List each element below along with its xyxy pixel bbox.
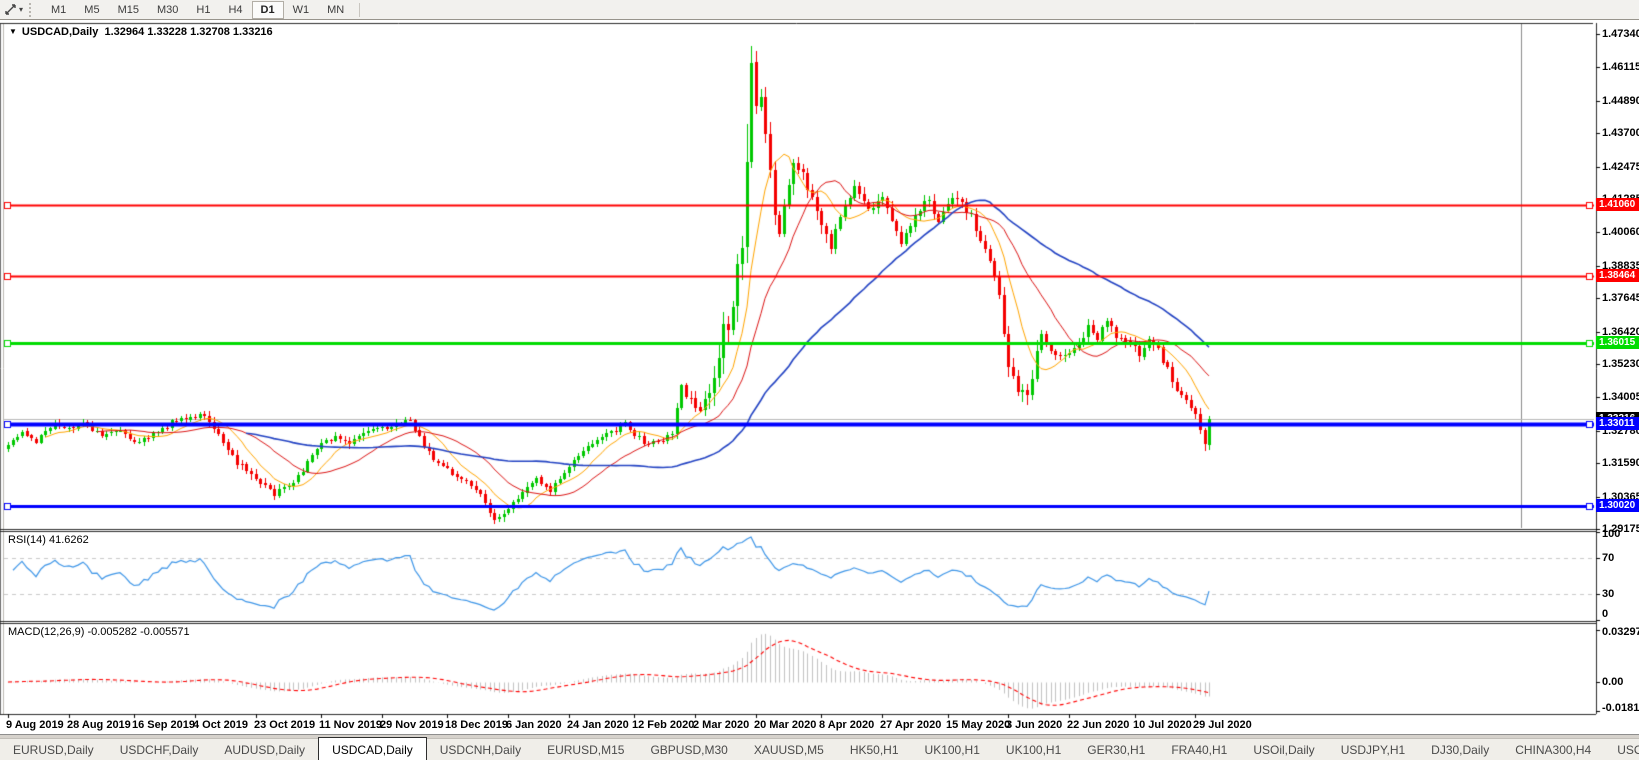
date-tick-label: 20 Mar 2020	[754, 719, 817, 731]
tf-button-M30[interactable]: M30	[156, 3, 179, 16]
price-chart-canvas[interactable]	[0, 21, 1639, 734]
chart-tab-dj30-daily[interactable]: DJ30,Daily	[1431, 742, 1490, 757]
date-tick-label: 9 Aug 2019	[6, 719, 64, 731]
chart-tab-bar: EURUSD,Daily USDCHF,Daily AUDUSD,Daily USDC…	[0, 737, 1639, 760]
price-tick-label: 1.42475	[1602, 160, 1639, 173]
chart-tab-uk100-h1[interactable]: UK100,H1	[924, 742, 980, 757]
date-tick-label: 29 Jul 2020	[1193, 719, 1252, 731]
date-tick-label: 18 Dec 2019	[445, 719, 508, 731]
hline-price-tag: 1.38464	[1596, 269, 1639, 282]
cursor-tool-icon[interactable]	[1, 2, 19, 18]
date-tick-label: 2 Mar 2020	[693, 719, 750, 731]
chart-tab-eurusd-m15[interactable]: EURUSD,M15	[547, 742, 625, 757]
price-tick-label: 1.36420	[1602, 325, 1639, 338]
rsi-tick-label: 0	[1602, 608, 1609, 620]
chart-tab-usdcnh-daily[interactable]: USDCNH,Daily	[439, 742, 522, 757]
chart-tab-xauusd-m5[interactable]: XAUUSD,M5	[753, 742, 824, 757]
tf-button-M15[interactable]: M15	[117, 3, 139, 16]
top-toolbar: ▾ M1 M5 M15 M30 H1 H4 D1 W1 MN	[0, 0, 1639, 20]
toolbar-separator	[359, 2, 361, 17]
date-tick-label: 27 Apr 2020	[880, 719, 942, 731]
price-tick-label: 1.43700	[1602, 127, 1639, 140]
macd-indicator-label: MACD(12,26,9) -0.005282 -0.005571	[8, 626, 190, 638]
tf-button-W1[interactable]: W1	[292, 3, 310, 16]
price-tick-label: 1.31590	[1602, 457, 1639, 470]
tf-button-M1[interactable]: M1	[51, 3, 67, 16]
chart-tab-hk50-h1[interactable]: HK50,H1	[849, 742, 899, 757]
price-tick-label: 1.29175	[1602, 522, 1639, 535]
date-tick-label: 15 May 2020	[946, 719, 1011, 731]
macd-tick-label: 0.032972	[1602, 626, 1639, 638]
price-tick-label: 1.35230	[1602, 357, 1639, 370]
macd-tick-label: -0.018154	[1602, 702, 1639, 714]
price-tick-label: 1.47340	[1602, 28, 1639, 40]
date-tick-label: 4 Oct 2019	[193, 719, 249, 731]
timeframe-button-group: M1 M5 M15 M30 H1 H4 D1 W1 MN	[42, 0, 353, 19]
date-tick-label: 28 Aug 2019	[67, 719, 131, 731]
tf-button-MN[interactable]: MN	[327, 3, 345, 16]
date-tick-label: 29 Nov 2019	[380, 719, 444, 731]
symbol-dropdown-icon[interactable]: ▼	[9, 27, 17, 36]
chart-tab-eurusd-daily[interactable]: EURUSD,Daily	[13, 742, 94, 757]
chart-tab-ger30-h1[interactable]: GER30,H1	[1087, 742, 1146, 757]
date-tick-label: 12 Feb 2020	[632, 719, 695, 731]
chart-title-ohlc: 1.32964 1.33228 1.32708 1.33216	[104, 26, 273, 38]
hline-price-tag: 1.36015	[1596, 336, 1639, 349]
tf-button-D1[interactable]: D1	[251, 0, 284, 19]
tf-button-H4[interactable]: H4	[228, 3, 243, 16]
chart-tab-audusd-daily[interactable]: AUDUSD,Daily	[224, 742, 306, 757]
chart-tab-usoil-h[interactable]: USOil,H	[1617, 742, 1639, 757]
chart-tab-usdjpy-h1[interactable]: USDJPY,H1	[1340, 742, 1406, 757]
hline-price-tag: 1.30020	[1596, 499, 1639, 512]
hline-price-tag: 1.41060	[1596, 198, 1639, 211]
price-tick-label: 1.40060	[1602, 226, 1639, 239]
date-tick-label: 22 Jun 2020	[1067, 719, 1130, 731]
chart-title: ▼ USDCAD,Daily 1.32964 1.33228 1.32708 1.…	[9, 26, 273, 38]
rsi-tick-label: 70	[1602, 552, 1615, 565]
rsi-tick-label: 100	[1602, 528, 1621, 540]
chart-tab-gbpusd-m30[interactable]: GBPUSD,M30	[650, 742, 728, 757]
price-tick-label: 1.38835	[1602, 259, 1639, 272]
tf-button-M5[interactable]: M5	[84, 3, 100, 16]
macd-tick-label: 0.00	[1602, 676, 1624, 688]
chart-tab-fra40-h1[interactable]: FRA40,H1	[1171, 742, 1228, 757]
date-tick-label: 24 Jan 2020	[567, 719, 629, 731]
chart-tab-uk100-h1[interactable]: UK100,H1	[1005, 742, 1062, 757]
date-tick-label: 8 Apr 2020	[819, 719, 875, 731]
price-tick-label: 1.46115	[1602, 61, 1639, 74]
cursor-tool-dropdown-icon[interactable]: ▾	[19, 5, 24, 14]
date-tick-label: 3 Jun 2020	[1006, 719, 1063, 731]
chart-window: ▼ USDCAD,Daily 1.32964 1.33228 1.32708 1.…	[0, 21, 1639, 734]
toolbar-grip	[29, 2, 36, 17]
chart-tab-china300-h4[interactable]: CHINA300,H4	[1515, 742, 1592, 757]
date-tick-label: 23 Oct 2019	[254, 719, 316, 731]
rsi-indicator-label: RSI(14) 41.6262	[8, 534, 89, 546]
price-tick-label: 1.44890	[1602, 94, 1639, 107]
price-tick-label: 1.37645	[1602, 292, 1639, 305]
date-tick-label: 10 Jul 2020	[1133, 719, 1192, 731]
chart-tab-usoil-daily[interactable]: USOil,Daily	[1253, 742, 1315, 757]
date-tick-label: 16 Sep 2019	[132, 719, 195, 731]
chart-tab-usdchf-daily[interactable]: USDCHF,Daily	[119, 742, 199, 757]
rsi-tick-label: 30	[1602, 587, 1615, 600]
price-tick-label: 1.34005	[1602, 391, 1639, 404]
chart-title-symbol: USDCAD,Daily	[21, 26, 99, 38]
window-frame-strip	[0, 734, 1639, 738]
chart-tab-usdcad-daily[interactable]: USDCAD,Daily	[318, 737, 427, 760]
hline-price-tag: 1.33011	[1596, 417, 1639, 430]
date-tick-label: 6 Jan 2020	[506, 719, 562, 731]
tf-button-H1[interactable]: H1	[196, 3, 211, 16]
date-tick-label: 11 Nov 2019	[319, 719, 382, 731]
